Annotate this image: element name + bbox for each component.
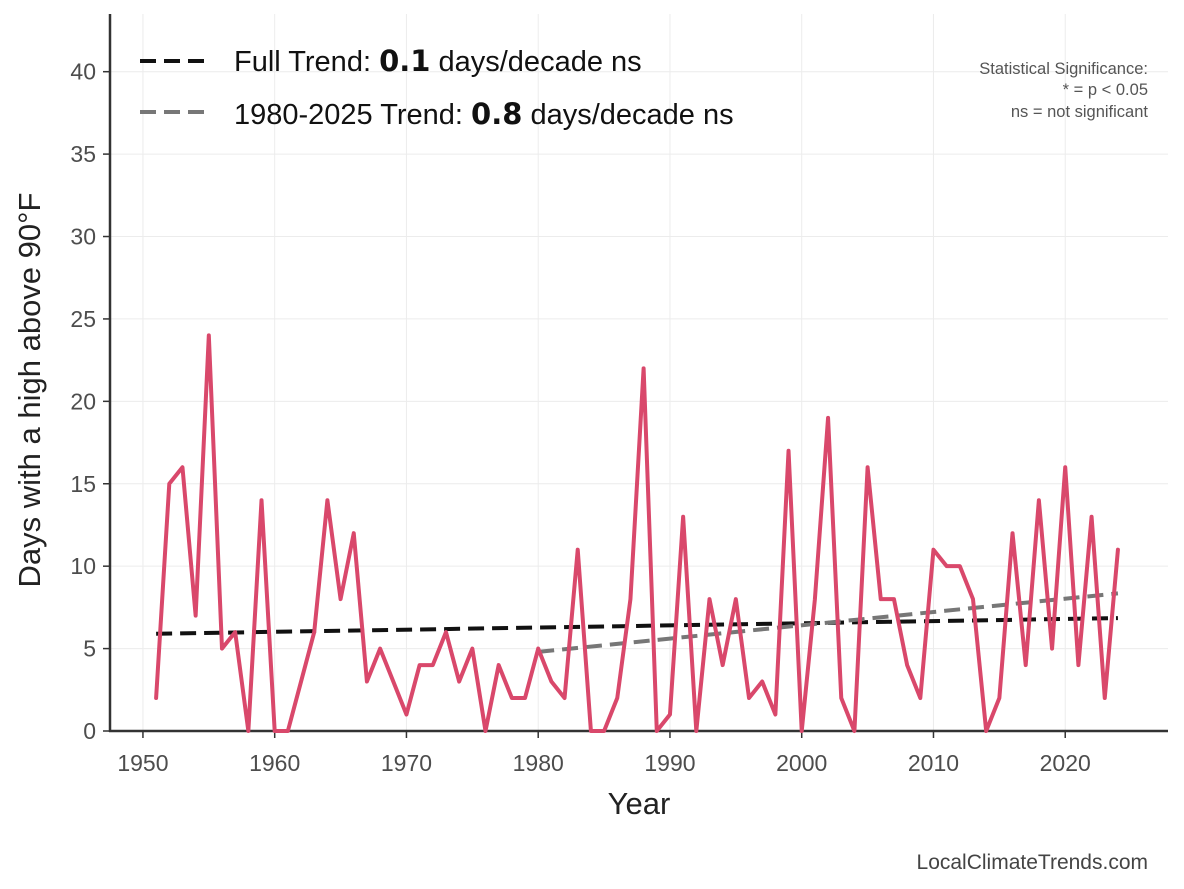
series-line-hot-days: [154, 333, 1120, 733]
x-tick-label: 2020: [1040, 750, 1091, 776]
grid: [110, 14, 1168, 732]
legend-full-trend-value: 0.1: [379, 44, 430, 78]
legend-recent-trend-prefix: 1980-2025 Trend:: [234, 99, 471, 131]
x-tick-label: 1950: [117, 750, 168, 776]
data-series: [154, 333, 1120, 733]
legend-label-full-trend: Full Trend: 0.1 days/decade ns: [234, 44, 642, 78]
y-tick-label: 35: [70, 141, 96, 167]
y-tick-label: 10: [70, 553, 96, 579]
x-axis-ticks: 1950 1960 1970 1980 1990 2000 2010 2020: [117, 731, 1091, 776]
y-tick-label: 5: [83, 636, 96, 662]
x-tick-label: 1980: [513, 750, 564, 776]
legend-label-recent-trend: 1980-2025 Trend: 0.8 days/decade ns: [234, 97, 734, 131]
x-axis-title: Year: [608, 786, 671, 821]
significance-ns: ns = not significant: [1011, 103, 1149, 121]
y-axis-ticks: 0 5 10 15 20 25 30 35 40: [70, 59, 110, 744]
x-tick-label: 1960: [249, 750, 300, 776]
legend-recent-trend-value: 0.8: [471, 97, 522, 131]
y-tick-label: 20: [70, 388, 96, 414]
full-trend-line: [156, 616, 1118, 636]
y-tick-label: 40: [70, 59, 96, 85]
y-tick-label: 15: [70, 471, 96, 497]
x-tick-label: 1970: [381, 750, 432, 776]
y-axis-title: Days with a high above 90°F: [12, 193, 47, 588]
y-tick-label: 25: [70, 306, 96, 332]
legend-full-trend-prefix: Full Trend:: [234, 46, 379, 78]
x-tick-label: 1990: [644, 750, 695, 776]
legend: Full Trend: 0.1 days/decade ns 1980-2025…: [140, 44, 734, 131]
y-tick-label: 0: [83, 718, 96, 744]
legend-recent-trend-suffix: days/decade ns: [522, 99, 733, 131]
x-tick-label: 2010: [908, 750, 959, 776]
legend-full-trend-suffix: days/decade ns: [430, 46, 641, 78]
significance-star: * = p < 0.05: [1063, 81, 1148, 99]
significance-note: Statistical Significance: * = p < 0.05 n…: [979, 60, 1148, 121]
significance-title: Statistical Significance:: [979, 60, 1148, 78]
x-tick-label: 2000: [776, 750, 827, 776]
site-watermark: LocalClimateTrends.com: [917, 851, 1148, 874]
y-tick-label: 30: [70, 224, 96, 250]
